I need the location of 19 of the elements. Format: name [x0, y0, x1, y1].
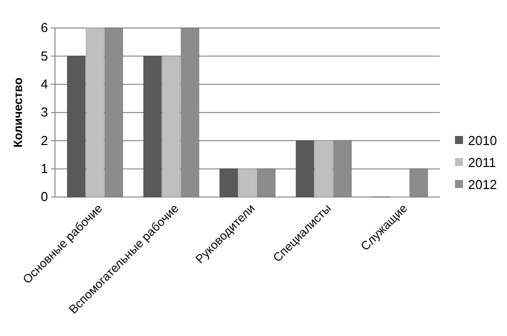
legend-label: 2012 [468, 177, 497, 192]
bar [162, 56, 180, 198]
bar [314, 140, 333, 198]
bar [143, 56, 162, 198]
bar [238, 168, 257, 198]
y-tick-label: 1 [40, 160, 48, 176]
legend-label: 2010 [468, 133, 497, 148]
bar [220, 168, 238, 198]
y-tick-label: 4 [40, 76, 48, 92]
y-tick-label: 2 [40, 132, 48, 148]
bar [86, 28, 104, 198]
bar [296, 140, 314, 198]
y-tick-label: 6 [40, 20, 48, 36]
y-tick-label: 3 [40, 104, 48, 120]
y-tick-label: 0 [40, 189, 48, 204]
y-axis-title: Количество [11, 78, 25, 148]
y-tick-label: 5 [40, 48, 48, 64]
bar [67, 56, 86, 198]
legend-label: 2011 [468, 155, 496, 170]
